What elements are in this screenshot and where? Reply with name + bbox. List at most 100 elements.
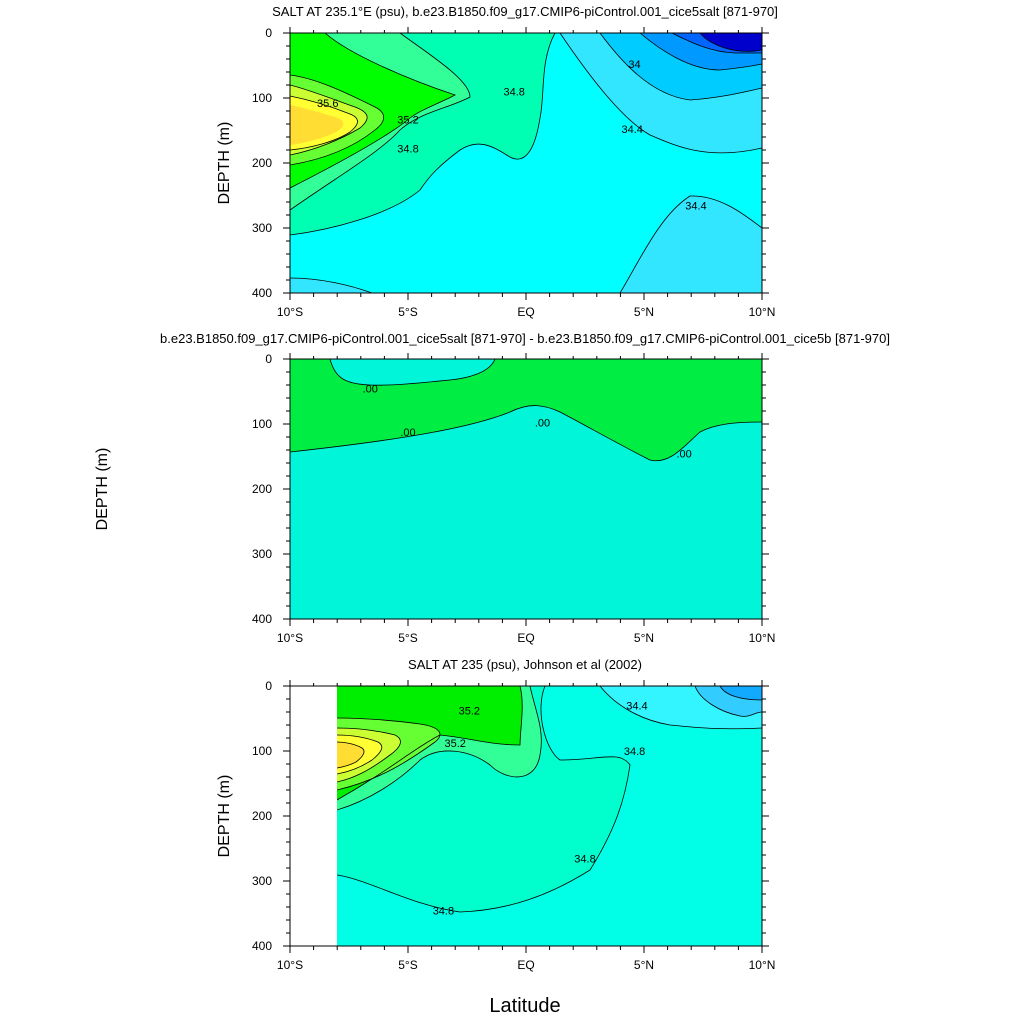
panel3-contour-label: 34.4 [626,701,647,713]
panel3-y-tick-label: 200 [252,809,272,823]
panel2-positive-band [290,359,762,461]
panel2-contour-labels: .00 .00 .00 .00 [363,383,692,460]
panel3-contour-core [337,741,365,769]
panel2-x-tick-label: EQ [517,631,534,645]
panel2-contour-lines [290,359,762,462]
panel2-x-tick-label: 10°N [749,631,776,645]
panel1-axes: 10°S 5°S EQ 5°N 10°N 0 100 200 300 400 DEPTH (m) [216,26,775,319]
panel3-x-tick-label: 10°N [749,958,776,972]
panel3-x-tick-label: 5°N [634,958,654,972]
panel3-contour-labels: 35.2 35.2 34.4 34.8 34.8 34.8 [433,701,648,918]
panel3-fill [337,686,762,946]
panel1-x-tick-label: 10°N [749,305,776,319]
panel2-contour-label: .00 [676,448,691,460]
panel3-core [337,742,364,768]
panel1-contour-35-0 [290,33,471,211]
panel1-contour-33-8 [671,33,762,54]
panel3-y-tick-label: 400 [252,939,272,953]
panel3-contour-35-6 [337,727,401,783]
panel2-contour-zero-lower [290,405,762,462]
panel1-x-tick-label: EQ [517,305,534,319]
panel3-contour-label: 34.8 [433,905,454,917]
panel1-contour-label: 35.6 [317,98,338,110]
panel2-x-tick-label: 5°N [634,631,654,645]
panel1-contour-34-2 [599,33,762,101]
panel3-y-tick-label: 100 [252,744,272,758]
panel3-title: SALT AT 235 (psu), Johnson et al (2002) [408,657,642,672]
panel1-contour-33-6 [699,33,762,52]
panel3-contour-label: 35.2 [444,738,465,750]
panel1-contour-label: 34.4 [685,200,706,212]
panel1-y-tick-label: 400 [252,286,272,300]
panel3-axes: 10°S 5°S EQ 5°N 10°N 0 100 200 300 400 DEPTH (m) [216,679,775,972]
panel2-y-tick-label: 0 [265,352,272,366]
panel2-contour-label: .00 [535,418,550,430]
panel1-sw-corner [290,278,372,293]
panel1-contour-35-6 [290,84,368,156]
panel2-y-tick-label: 100 [252,417,272,431]
panel1-contour-label: 34.8 [397,144,418,156]
panel1-x-tick-label: 5°N [634,305,654,319]
panel1-contour-label: 34 [628,59,640,71]
panel1-y-tick-label: 0 [265,26,272,40]
panel1-contour-lines [290,33,762,293]
panel1-contour-label: 34.8 [503,87,524,99]
panel3-x-tick-label: 10°S [277,958,303,972]
panel1-contour-34-6-deep [619,195,762,293]
panel1-contour-35-2 [290,33,457,189]
panel3-plot: 35.235.234.434.834.834.8 10°S 5°S EQ 5°N 10°… [216,679,775,972]
panel1-contour-label: 34.4 [621,124,642,136]
x-axis-title: Latitude [489,995,560,1017]
panel1-y-tick-label: 100 [252,91,272,105]
panel3-y-tick-label: 300 [252,874,272,888]
panel1-y-tick-label: 300 [252,221,272,235]
panel2-x-tick-label: 5°S [398,631,417,645]
panel1-lowsal-deep [620,195,762,293]
panel3-contour-north-34-2 [719,686,762,701]
panel2-y-tick-label: 400 [252,612,272,626]
panel1-contour-35-4 [290,74,385,166]
panel3-contour-34-8 [337,686,631,913]
panel1-fill [290,33,762,293]
panel3-y-tick-label: 0 [265,679,272,693]
panel1-hisal-core [290,105,344,145]
panel1-contour-label: 35.2 [397,114,418,126]
panel3-contour-35-4 [337,717,441,791]
panel1-x-tick-label: 10°S [277,305,303,319]
panel1-lowsal-33-6 [700,33,762,52]
shared-depth-axis-label: DEPTH (m) [94,448,111,531]
panel2-contour-zero-upper [329,359,496,386]
panel2-title: b.e23.B1850.f09_g17.CMIP6-piControl.001_… [160,331,890,346]
panel3-contour-35-8 [337,734,383,775]
panel2-y-tick-label: 300 [252,547,272,561]
panel3-contour-label: 35.2 [459,706,480,718]
panel1-x-tick-label: 5°S [398,305,417,319]
panel3-x-tick-label: 5°S [398,958,417,972]
panel3-contour-35-0 [337,686,542,811]
panel1-contour-34-8 [290,33,556,236]
panel3-contour-north-34-6 [599,686,762,730]
panel2-plot: .00 .00 .00 .00 10°S 5°S EQ 5°N 10°N 0 100 200 300 4… [252,352,775,645]
panel2-x-tick-label: 10°S [277,631,303,645]
panel2-fill [290,359,762,619]
panel1-title: SALT AT 235.1°E (psu), b.e23.B1850.f09_g… [272,4,778,19]
panel3-contour-label: 34.8 [574,853,595,865]
panel2-contour-label: .00 [400,427,415,439]
panel2-axes: 10°S 5°S EQ 5°N 10°N 0 100 200 300 400 [252,352,775,645]
panel1-contour-labels: 35.6 35.2 34.8 34.8 34 34.4 34.4 [317,59,707,212]
panel1-contour-sw [290,277,373,293]
panel2-near-surface-patch [330,359,495,386]
panel1-y-tick-label: 200 [252,156,272,170]
panel1-contour-34-6-upper [559,33,762,154]
panel3-contour-north-34-4 [694,686,762,717]
panel3-x-tick-label: EQ [517,958,534,972]
panel2-contour-label: .00 [363,383,378,395]
panel2-y-tick-label: 200 [252,482,272,496]
panel3-contour-label: 34.8 [624,746,645,758]
panel1-contour-35-8 [290,95,358,151]
panel3-contour-lines [337,686,762,913]
panel1-y-axis-label: DEPTH (m) [216,122,233,205]
panel1-contour-34-0 [639,33,762,71]
panel3-y-axis-label: DEPTH (m) [216,775,233,858]
